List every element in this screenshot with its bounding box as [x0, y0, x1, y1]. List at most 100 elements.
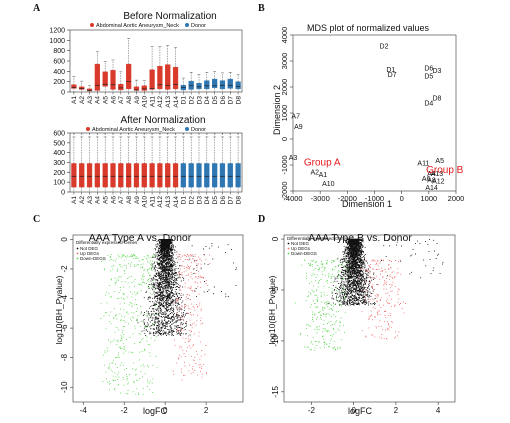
y-tick-label: -8	[60, 354, 69, 362]
panel-letter-a: A	[33, 3, 41, 14]
volcano-b-legend-up: Up DEGs	[291, 246, 311, 251]
volcano-a-legend-title: Differentially expressed Genes	[76, 240, 138, 245]
legend-marker-1	[76, 252, 79, 255]
x-tick-label: 2000	[448, 194, 465, 203]
box-outlier	[159, 133, 161, 135]
x-tick-label: D3	[196, 196, 203, 205]
box-outlier	[112, 133, 114, 135]
mds-group-label-0: Group A	[304, 157, 341, 168]
mds-point-a4: A4	[427, 171, 436, 178]
box-outlier	[198, 133, 200, 135]
y-tick-label: -2000	[280, 181, 289, 200]
x-tick-label: 1000	[420, 194, 437, 203]
x-tick-label: A5	[102, 96, 109, 104]
y-tick-label: -1000	[280, 155, 289, 174]
x-tick-label: A4	[95, 196, 102, 204]
mds-point-a9: A9	[294, 124, 303, 131]
box-A12	[157, 65, 163, 90]
box-outlier	[73, 133, 75, 135]
box-A8	[126, 63, 132, 90]
box-outlier	[182, 133, 184, 135]
y-tick-label: -4	[60, 294, 69, 302]
plot-frame	[283, 234, 456, 403]
mds-plot: MDS plot of normalized values Dimension …	[272, 23, 464, 209]
box-outlier	[96, 133, 98, 135]
y-tick-label: 800	[53, 48, 65, 55]
volcano-a-legend-down: Down-DEGS	[80, 256, 106, 261]
mds-point-a5: A5	[435, 158, 444, 165]
x-tick-label: A1	[71, 196, 78, 204]
x-tick-label: A1	[71, 96, 78, 104]
box-D2	[188, 80, 194, 90]
mds-point-d6: D6	[424, 66, 433, 73]
x-tick-label: D2	[188, 196, 195, 205]
x-tick-label: -2	[121, 406, 129, 415]
volcano-plot-type-b: AAA Type B vs. Donor logFC log10(BH_Pval…	[267, 232, 456, 416]
x-tick-label: D8	[235, 96, 242, 105]
x-tick-label: A13	[165, 196, 172, 208]
x-tick-label: A6	[110, 96, 117, 104]
volcano-up-deg-points	[359, 259, 406, 340]
x-tick-label: D5	[212, 96, 219, 105]
box-A4	[94, 163, 100, 188]
x-tick-label: A10	[142, 96, 149, 108]
box-A10	[141, 163, 147, 188]
box-outlier	[81, 133, 83, 135]
x-tick-label: A12	[157, 196, 164, 208]
box-outlier	[206, 133, 208, 135]
x-tick-label: A3	[87, 96, 94, 104]
volcano-b-legend-down: Down-DEGS	[291, 251, 317, 256]
plot-frame	[72, 234, 244, 403]
x-tick-label: D6	[220, 96, 227, 105]
x-tick-label: A11	[149, 196, 156, 207]
legend-marker-0	[287, 242, 290, 245]
x-tick-label: A8	[126, 196, 133, 204]
box-D8	[235, 163, 241, 188]
box-D3	[196, 163, 202, 188]
x-tick-label: A13	[165, 96, 172, 108]
volcano-sparse-points	[381, 238, 444, 279]
y-tick-label: 0	[61, 190, 65, 197]
legend-marker-2	[76, 257, 79, 260]
volcano-down-deg-points	[294, 259, 350, 351]
mds-point-a1: A1	[319, 172, 328, 179]
x-tick-label: D7	[228, 96, 235, 105]
legend-marker-1	[287, 247, 290, 250]
box-A5	[102, 71, 108, 87]
box-A11	[149, 69, 155, 90]
volcano-a-ylabel: log10(BH_Pvalue)	[54, 275, 64, 344]
y-tick-label: 100	[53, 180, 65, 187]
mds-point-d8: D8	[433, 95, 442, 102]
volcano-up-deg-points	[172, 253, 211, 381]
box-outlier	[104, 133, 106, 135]
y-tick-label: 500	[53, 140, 65, 147]
boxplot-before-normalization: Before Normalization Abdominal Aortic An…	[49, 11, 242, 108]
mds-point-d7: D7	[388, 72, 397, 79]
x-tick-label: A12	[157, 96, 164, 108]
x-tick-label: -4000	[283, 194, 302, 203]
box-A3	[86, 88, 93, 92]
box-outlier	[151, 133, 153, 135]
box-D7	[227, 163, 233, 188]
mds-ylabel: Dimension 2	[272, 85, 282, 135]
mds-point-a6: A6	[422, 176, 431, 183]
volcano-plot-type-a: AAA Type A vs. Donor logFC log10(BH_Pval…	[54, 232, 244, 416]
x-tick-label: 2	[204, 406, 209, 415]
box-D1	[180, 163, 186, 188]
box-outlier	[237, 133, 239, 135]
legend-marker-2	[287, 252, 290, 255]
x-tick-label: D6	[220, 196, 227, 205]
mds-xlabel: Dimension 1	[342, 199, 392, 209]
x-tick-label: D8	[235, 196, 242, 205]
y-tick-label: -2	[60, 265, 69, 273]
x-tick-label: A5	[102, 196, 109, 204]
box-A6	[110, 70, 116, 90]
mds-group-label-1: Group B	[426, 165, 464, 176]
box-A8	[126, 163, 132, 188]
x-tick-label: D5	[212, 196, 219, 205]
x-tick-label: 0	[163, 406, 168, 415]
mds-title: MDS plot of normalized values	[307, 23, 430, 33]
x-tick-label: -2000	[338, 194, 357, 203]
x-tick-label: A9	[134, 96, 141, 104]
